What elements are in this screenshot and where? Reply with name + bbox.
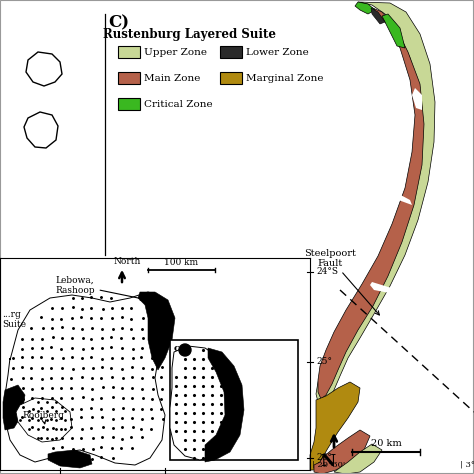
Polygon shape — [318, 5, 424, 399]
Polygon shape — [138, 292, 175, 370]
Polygon shape — [314, 430, 370, 474]
Polygon shape — [16, 398, 72, 442]
Text: Lower Zone: Lower Zone — [246, 47, 309, 56]
Polygon shape — [371, 8, 385, 24]
Text: c: c — [174, 344, 180, 353]
Text: 20 km: 20 km — [371, 439, 401, 448]
Polygon shape — [48, 450, 92, 468]
Circle shape — [179, 344, 191, 356]
Polygon shape — [5, 292, 170, 465]
Polygon shape — [334, 444, 382, 474]
Text: 100 km: 100 km — [164, 258, 199, 267]
Bar — [220, 46, 242, 58]
Text: Lebowa,
Rashoop: Lebowa, Rashoop — [55, 275, 144, 300]
Text: Rustenburg Layered Suite: Rustenburg Layered Suite — [103, 28, 276, 41]
Bar — [118, 72, 140, 84]
Text: N: N — [320, 453, 336, 470]
Text: Main Zone: Main Zone — [144, 73, 201, 82]
Text: C): C) — [108, 14, 129, 31]
Text: | 29°30': | 29°30' — [312, 460, 345, 468]
Text: Rooiberg: Rooiberg — [22, 410, 64, 424]
Text: 25°: 25° — [316, 357, 332, 366]
Bar — [170, 340, 298, 460]
Polygon shape — [26, 52, 62, 86]
Polygon shape — [24, 112, 58, 148]
Polygon shape — [370, 282, 400, 295]
Polygon shape — [355, 2, 375, 14]
Polygon shape — [316, 2, 435, 406]
Text: Steelpoort
Fault: Steelpoort Fault — [304, 248, 379, 315]
Text: 24°S: 24°S — [316, 267, 338, 276]
Polygon shape — [382, 14, 405, 48]
Bar — [118, 46, 140, 58]
Bar — [220, 72, 242, 84]
Text: Critical Zone: Critical Zone — [144, 100, 213, 109]
Text: ...rg
Suite: ...rg Suite — [2, 310, 26, 329]
Polygon shape — [3, 385, 25, 430]
Text: Marginal Zone: Marginal Zone — [246, 73, 323, 82]
Polygon shape — [310, 382, 360, 470]
Polygon shape — [380, 185, 412, 205]
Text: | 3°: | 3° — [460, 460, 474, 468]
Polygon shape — [205, 348, 244, 462]
Bar — [118, 98, 140, 110]
Polygon shape — [412, 88, 422, 110]
Text: Upper Zone: Upper Zone — [144, 47, 207, 56]
Text: North: North — [114, 257, 141, 266]
Polygon shape — [170, 346, 238, 460]
Text: 26°: 26° — [316, 454, 332, 463]
